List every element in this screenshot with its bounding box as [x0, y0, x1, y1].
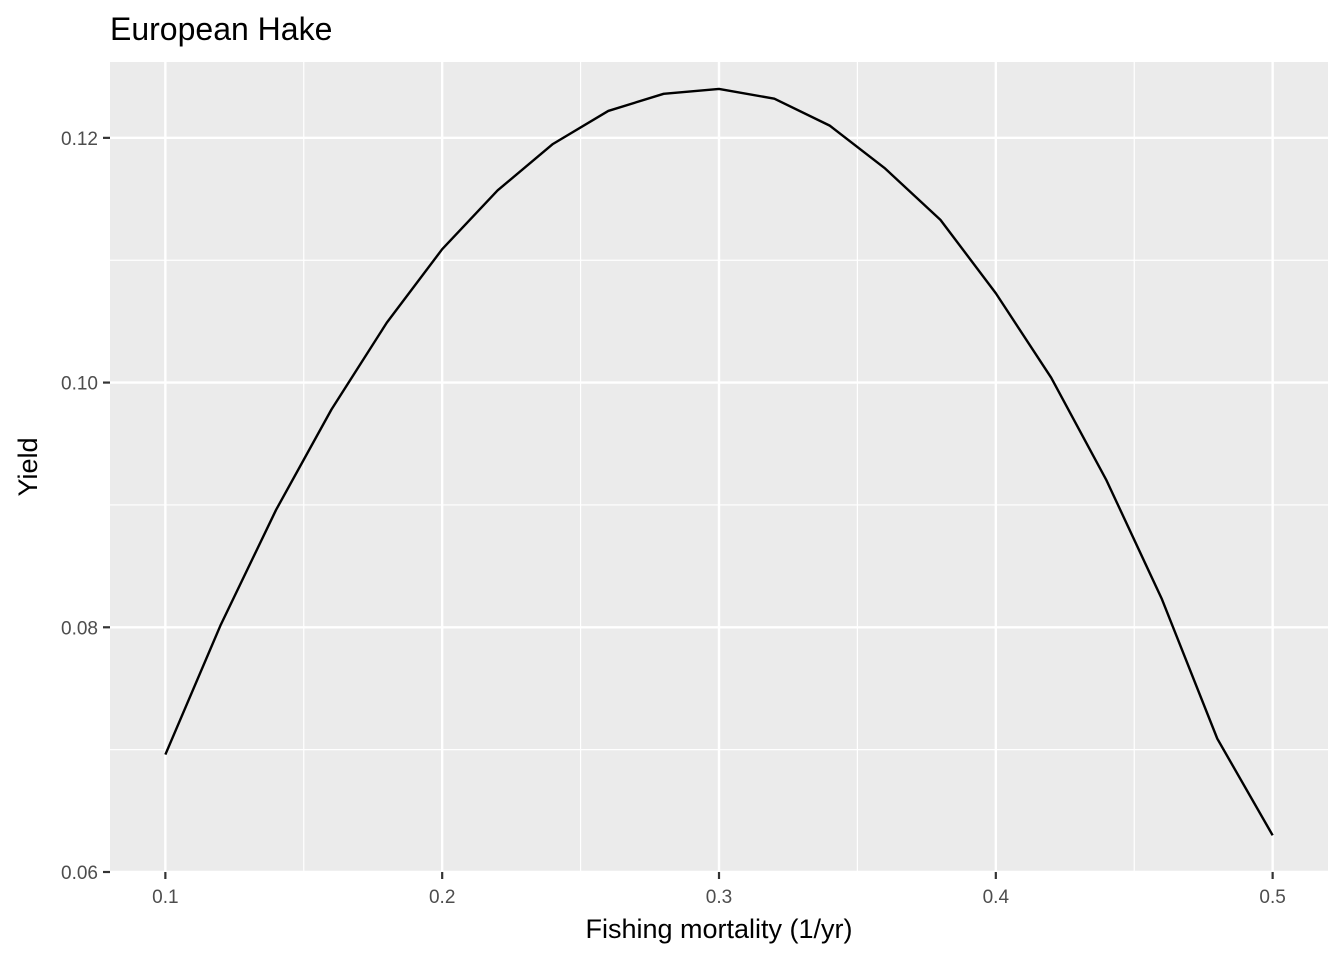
x-tick-label: 0.4 — [983, 887, 1010, 908]
y-axis-title: Yield — [13, 437, 43, 496]
x-tick-label: 0.3 — [706, 887, 732, 908]
series-layer — [164, 87, 1274, 836]
x-axis-title: Fishing mortality (1/yr) — [585, 914, 852, 944]
major-gridlines — [110, 62, 1328, 874]
x-tick-label: 0.2 — [429, 887, 455, 908]
y-tick-label: 0.08 — [61, 618, 98, 639]
chart-title: European Hake — [110, 11, 332, 47]
y-tick-label: 0.06 — [61, 863, 98, 884]
y-tick-label: 0.10 — [61, 374, 98, 395]
yield-series-line — [164, 87, 1274, 836]
x-tick-label: 0.5 — [1259, 887, 1285, 908]
x-tick-label: 0.1 — [152, 887, 178, 908]
y-tick-label: 0.12 — [61, 129, 98, 150]
x-axis: 0.1 0.2 0.3 0.4 0.5 — [152, 872, 1286, 908]
y-axis: 0.06 0.08 0.10 0.12 — [61, 129, 110, 884]
